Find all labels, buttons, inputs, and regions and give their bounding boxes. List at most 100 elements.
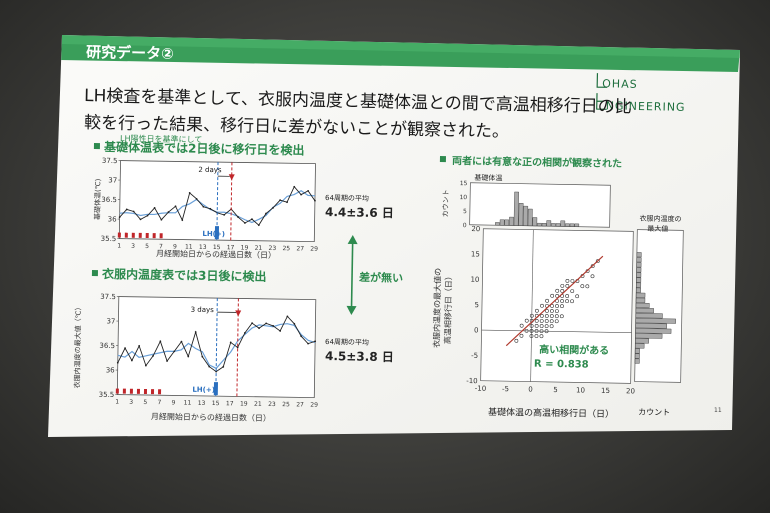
- panel2-point: [286, 315, 289, 318]
- top-hist-bar: [574, 223, 580, 227]
- scatter-point: [580, 284, 585, 289]
- scatter-point: [544, 314, 549, 318]
- panel2-menses-marker: [129, 388, 133, 394]
- panel1-xtick-label: 21: [255, 245, 263, 252]
- panel1-point: [125, 208, 128, 211]
- panel1-xtick-label: 9: [173, 243, 177, 250]
- panel1-point: [139, 218, 142, 221]
- panel1-xtick-label: 13: [199, 244, 207, 251]
- panel1-days-label: 2 days: [198, 166, 222, 174]
- panel1-xtick-label: 11: [185, 244, 193, 251]
- scatter-point: [539, 329, 544, 334]
- top-hist-bar: [541, 223, 547, 227]
- top-hist-bar: [513, 191, 519, 226]
- panel1-ytick-label: 37.5: [102, 157, 118, 165]
- right-hist-bar: [635, 328, 672, 334]
- panel2-point: [272, 325, 275, 327]
- right-hist-bar: [636, 267, 642, 273]
- panel2-xtick-label: 7: [157, 399, 161, 406]
- panel2-point: [279, 330, 282, 332]
- scatter-point: [555, 288, 560, 293]
- panel2-ytick-label: 35.5: [99, 391, 115, 399]
- panel1-shift-arrow: [228, 174, 235, 181]
- panel2-point: [265, 322, 268, 325]
- panel2-menses-marker: [115, 388, 119, 394]
- scatter-point: [549, 309, 554, 313]
- scatter-point: [544, 324, 549, 329]
- top-hist-ytick: 0: [463, 222, 467, 229]
- right-hist-bar: [635, 307, 654, 314]
- top-hist-ytick: 5: [463, 208, 467, 215]
- logo-line2: NGINEERING: [606, 99, 686, 114]
- scatter-point: [539, 314, 544, 318]
- bullet-square: [93, 143, 100, 150]
- right-hist-bar: [635, 312, 663, 319]
- scatter-point: [539, 319, 544, 323]
- top-hist-frame: [469, 182, 611, 228]
- scatter-xtick-label: 0: [528, 386, 533, 394]
- scatter-xtick-label: 5: [553, 386, 558, 394]
- panel2-xtick-label: 27: [296, 401, 304, 408]
- panel1-ytick-label: 36: [108, 215, 118, 223]
- fit-line: [505, 255, 604, 347]
- panel1-point: [293, 185, 296, 188]
- panel1-menses-marker: [145, 232, 149, 239]
- panel1-point: [286, 201, 288, 204]
- right-hist-bar: [635, 292, 646, 298]
- panel1-menses-marker: [124, 232, 128, 238]
- panel2-shift-arrow: [235, 310, 242, 317]
- scatter-point: [524, 318, 529, 323]
- panel2-point: [244, 331, 246, 334]
- panel1-point: [188, 191, 191, 194]
- scatter-xtick-label: 15: [601, 387, 610, 395]
- panel1-point: [167, 211, 170, 213]
- scatter-point: [565, 294, 570, 298]
- panel2-xtick-label: 29: [310, 402, 318, 409]
- panel2-point: [307, 342, 309, 345]
- scatter-point: [555, 304, 559, 308]
- panel1-point: [244, 222, 246, 224]
- scatter-point: [570, 279, 575, 283]
- panel2-xtick-label: 23: [268, 401, 276, 408]
- scatter-heading: 両者には有意な正の相関が観察された: [452, 154, 622, 170]
- panel2-xtick-label: 17: [226, 400, 234, 407]
- panel1-ytick-label: 35.5: [101, 235, 117, 243]
- panel1-xtick-label: 15: [213, 244, 221, 251]
- panel1-point: [174, 205, 177, 208]
- panel1-point: [265, 212, 267, 215]
- panel2-point: [300, 335, 303, 338]
- right-hist-bar: [634, 358, 640, 364]
- scatter-ytick-label: 5: [474, 301, 479, 309]
- right-histogram: 衣服内温度の 最大値 カウント: [634, 214, 684, 417]
- panel2-point: [116, 361, 119, 364]
- panel1-ytick-label: 37: [108, 176, 117, 184]
- panel2-point: [144, 364, 147, 367]
- scatter-point: [540, 303, 544, 308]
- top-hist-bar: [532, 217, 538, 227]
- logo: OHAS NGINEERING: [596, 73, 686, 114]
- panel1-xtick-label: 17: [227, 244, 235, 251]
- panel2-point: [251, 322, 254, 325]
- scatter-point: [549, 324, 554, 329]
- panel2-xlabel: 月経開始日からの経過日数（日）: [151, 411, 271, 423]
- panel2-xtick-label: 9: [171, 399, 175, 406]
- scatter-xlabel: 基礎体温の高温相移行日（日）: [488, 406, 614, 420]
- top-hist-bar: [555, 223, 561, 227]
- panel2-xtick-label: 25: [282, 401, 290, 408]
- panel2-ytick-label: 37.5: [100, 293, 116, 301]
- panel2-ytick-label: 36: [106, 366, 116, 374]
- panel1-menses-marker: [159, 233, 163, 239]
- panel2-menses-marker: [143, 388, 148, 395]
- panel1-point: [223, 213, 226, 216]
- panel1-avg-value: 4.4±3.6 日: [325, 205, 394, 220]
- right-hist-bar: [635, 297, 646, 303]
- scatter-point: [565, 299, 569, 304]
- top-hist-bar: [509, 216, 514, 226]
- panel2-lh-label: LH(+): [192, 386, 215, 394]
- scatter-ytick-label: -10: [466, 377, 478, 385]
- scatter-point: [570, 289, 575, 293]
- hist-right-title-1: 衣服内温度の: [639, 214, 681, 224]
- panel2-xtick-label: 1: [115, 399, 119, 406]
- panel2-point: [130, 359, 133, 362]
